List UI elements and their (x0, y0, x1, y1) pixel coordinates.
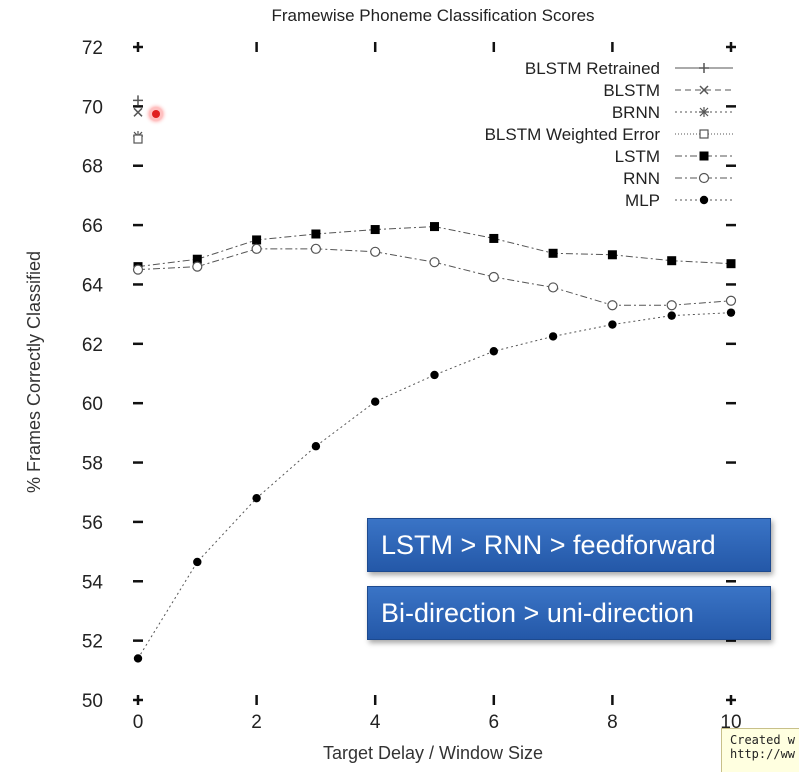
y-tick-label: 70 (82, 97, 103, 118)
x-tick-label: 0 (133, 712, 144, 733)
data-point-mlp (252, 493, 261, 503)
y-tick-label: 68 (82, 157, 103, 178)
legend-marker-lstm (699, 151, 709, 161)
y-tick-label: 66 (82, 216, 103, 237)
legend-marker-mlp (699, 195, 709, 205)
data-point-mlp (608, 320, 617, 329)
data-point-blstm-weighted-error (133, 134, 143, 144)
legend: BLSTM Retrained BLSTM BRNN BLSTM Weighted E… (485, 59, 733, 210)
y-tick-label: 60 (82, 394, 103, 415)
legend-marker-rnn (698, 172, 710, 184)
y-tick-label: 52 (82, 632, 103, 653)
watermark-line-2: http://ww (730, 747, 796, 761)
y-tick-label: 72 (82, 38, 103, 59)
data-point-mlp (133, 654, 143, 663)
data-point-rnn (547, 282, 559, 293)
y-tick-label: 58 (82, 454, 103, 475)
legend-label-blstm-retrained: BLSTM Retrained (525, 59, 660, 78)
data-point-rnn (666, 300, 677, 311)
mouse-cursor-icon (149, 107, 163, 121)
data-point-lstm (430, 222, 439, 232)
data-point-lstm (370, 225, 380, 235)
series-line-mlp (137, 312, 732, 659)
x-tick-label: 10 (720, 712, 741, 733)
y-tick-label: 54 (82, 572, 104, 593)
data-point-rnn (251, 243, 262, 254)
data-point-lstm (192, 254, 202, 264)
y-tick-label: 56 (82, 513, 103, 534)
x-tick-label: 8 (607, 712, 618, 733)
y-tick-label: 50 (82, 691, 103, 712)
x-tick-label: 2 (251, 712, 262, 733)
data-point-mlp (311, 442, 321, 451)
legend-marker-brnn (699, 107, 709, 117)
chart-title: Framewise Phoneme Classification Scores (271, 6, 594, 25)
legend-label-blstm-weighted-error: BLSTM Weighted Error (485, 125, 661, 144)
x-tick-label: 4 (370, 712, 381, 733)
legend-label-lstm: LSTM (615, 147, 660, 166)
data-point-mlp (667, 311, 676, 320)
x-tick-label: 6 (489, 712, 500, 733)
data-point-rnn (132, 264, 144, 275)
data-point-mlp (548, 332, 558, 341)
data-point-rnn (370, 246, 381, 257)
data-point-lstm (667, 256, 677, 266)
data-point-lstm (607, 250, 617, 260)
data-point-mlp (193, 557, 202, 567)
data-point-mlp (489, 347, 498, 356)
data-point-lstm (726, 259, 736, 269)
legend-label-blstm: BLSTM (603, 81, 660, 100)
data-point-lstm (489, 233, 499, 243)
data-point-rnn (488, 271, 499, 283)
data-point-rnn (725, 295, 737, 306)
callout-lstm-comparison: LSTM > RNN > feedforward (367, 518, 771, 572)
data-point-mlp (371, 397, 380, 406)
data-point-mlp (430, 370, 439, 380)
data-point-rnn (607, 300, 618, 311)
watermark-line-1: Created w (730, 733, 796, 747)
data-point-rnn (310, 243, 321, 254)
series-markers (132, 95, 737, 663)
legend-label-rnn: RNN (623, 169, 660, 188)
x-axis-label: Target Delay / Window Size (323, 743, 543, 763)
watermark: Created w http://ww (721, 728, 799, 772)
y-axis-label: % Frames Correctly Classified (24, 251, 44, 493)
legend-label-brnn: BRNN (612, 103, 660, 122)
legend-label-mlp: MLP (625, 191, 660, 210)
legend-marker-blstm (699, 85, 709, 95)
data-point-rnn (192, 261, 203, 272)
data-point-mlp (726, 308, 736, 317)
y-tick-label: 64 (82, 275, 104, 296)
y-tick-label: 62 (82, 335, 103, 356)
data-point-blstm (133, 107, 143, 117)
data-point-lstm (548, 248, 558, 258)
callout-direction-comparison: Bi-direction > uni-direction (367, 586, 771, 640)
legend-marker-blstm-weighted-error (699, 129, 709, 139)
data-point-blstm-retrained (133, 95, 143, 106)
data-point-rnn (429, 257, 440, 268)
data-point-lstm (252, 235, 262, 245)
legend-marker-blstm-retrained (699, 63, 709, 73)
data-point-lstm (311, 229, 321, 239)
